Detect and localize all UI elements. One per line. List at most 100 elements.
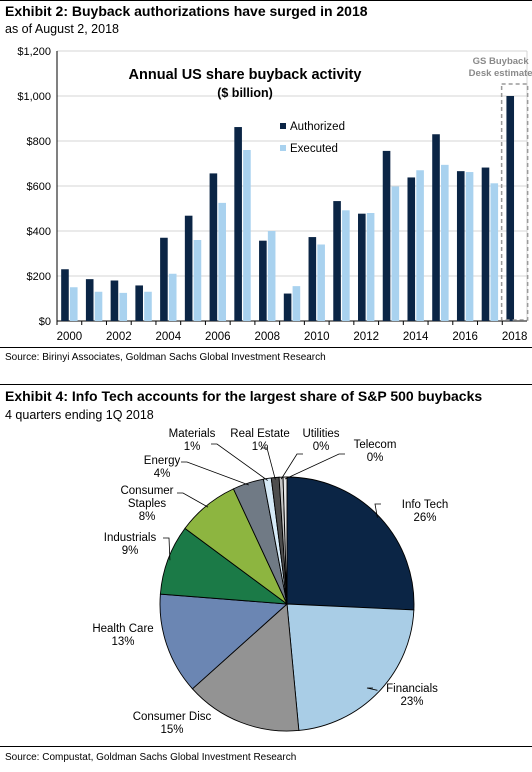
bar-executed: [144, 291, 152, 321]
exhibit-4-top-rule: [0, 384, 532, 385]
pie-label-utilities: Utilities: [302, 428, 339, 440]
exhibit-4-panel: Exhibit 4: Info Tech accounts for the la…: [0, 384, 532, 772]
bar-executed: [317, 244, 325, 321]
bar-authorized: [160, 237, 168, 321]
pie-value-utilities: 0%: [313, 441, 330, 453]
legend-swatch-authorized: [280, 123, 286, 129]
bar-authorized: [407, 177, 416, 321]
bar-authorized: [358, 213, 366, 321]
bar-chart-subtitle: ($ billion): [217, 86, 273, 100]
pie-label-materials: Materials: [169, 428, 216, 440]
bar-executed: [292, 286, 301, 321]
bar-executed: [391, 186, 400, 321]
legend-label-authorized: Authorized: [290, 121, 345, 133]
leader-line: [261, 447, 276, 480]
bar-authorized: [184, 215, 193, 321]
exhibit-2-panel: Exhibit 2: Buyback authorizations have s…: [0, 0, 532, 372]
bar-executed: [168, 273, 177, 321]
bar-authorized: [432, 134, 440, 321]
estimate-label-line-1: GS Buyback: [473, 56, 530, 67]
bar-authorized: [333, 201, 341, 321]
bar-authorized: [135, 285, 143, 321]
leader-line: [366, 687, 378, 691]
source-rule-2: [0, 746, 532, 747]
pie-value-materials: 1%: [184, 441, 201, 453]
pie-label-info-tech: Info Tech: [402, 499, 448, 511]
bar-executed: [465, 172, 474, 321]
x-tick-label: 2014: [403, 331, 429, 340]
bar-authorized: [382, 150, 391, 321]
x-tick-label: 2006: [205, 331, 231, 340]
bar-executed: [366, 213, 375, 321]
leader-line: [177, 492, 209, 508]
exhibit-4-source: Source: Compustat, Goldman Sachs Global …: [5, 752, 297, 763]
y-tick-label: $0: [39, 316, 51, 328]
pie-value-info-tech: 26%: [413, 512, 436, 524]
pie-value-financials: 23%: [400, 696, 423, 708]
bar-executed: [441, 164, 449, 321]
estimate-label-line-2: Desk estimate: [469, 68, 532, 79]
x-tick-label: 2002: [106, 331, 132, 340]
exhibit-4-subtitle: 4 quarters ending 1Q 2018: [5, 408, 154, 422]
pie-label-industrials: Industrials: [104, 532, 157, 544]
leader-line: [211, 443, 268, 481]
bar-executed: [69, 287, 78, 321]
bar-authorized: [110, 280, 119, 321]
bar-authorized: [61, 269, 69, 321]
pie-label-financials: Financials: [386, 683, 438, 695]
leader-line: [181, 461, 249, 486]
source-rule-1: [0, 347, 532, 348]
bar-executed: [267, 231, 276, 321]
bar-authorized: [234, 127, 242, 321]
bar-authorized: [308, 237, 317, 321]
leader-line: [280, 453, 303, 480]
bar-authorized: [85, 279, 94, 321]
legend-label-executed: Executed: [290, 143, 338, 155]
pie-label-telecom: Telecom: [354, 439, 397, 451]
y-tick-label: $1,200: [17, 46, 51, 58]
pie-value-consumer-staples: 8%: [139, 511, 156, 523]
bar-executed: [243, 150, 251, 321]
bar-executed: [193, 240, 202, 321]
pie-slice-health-care: [159, 593, 289, 690]
x-tick-label: 2000: [57, 331, 83, 340]
bar-chart-title: Annual US share buyback activity: [129, 67, 362, 83]
y-tick-label: $1,000: [17, 91, 51, 103]
pie-value-consumer-disc: 15%: [160, 724, 183, 736]
pie-slice-financials: [286, 603, 415, 731]
y-tick-label: $800: [27, 136, 51, 148]
bar-authorized: [506, 96, 515, 321]
bar-authorized: [481, 167, 490, 321]
bar-authorized: [456, 171, 465, 321]
x-tick-label: 2008: [254, 331, 280, 340]
pie-slice-telecom: [282, 476, 288, 605]
bar-authorized: [259, 240, 267, 321]
bar-executed: [416, 170, 424, 321]
x-tick-label: 2012: [353, 331, 379, 340]
pie-label-health-care: Health Care: [92, 623, 153, 635]
pie-label-energy: Energy: [144, 455, 181, 467]
bar-executed: [342, 210, 350, 321]
x-tick-label: 2016: [452, 331, 478, 340]
exhibit-2-source: Source: Birinyi Associates, Goldman Sach…: [5, 352, 326, 363]
estimate-box: [500, 83, 529, 321]
leader-line: [374, 503, 381, 518]
y-tick-label: $400: [27, 226, 51, 238]
bar-authorized: [209, 173, 218, 321]
y-tick-label: $200: [27, 271, 51, 283]
leader-line: [284, 453, 345, 480]
exhibit-4-title: Exhibit 4: Info Tech accounts for the la…: [5, 388, 483, 404]
bar-chart: $0 $200 $400 $600 $800 $1,000 $1,200 2000 2002 2…: [17, 46, 532, 340]
pie-label-real-estate: Real Estate: [230, 428, 289, 440]
pie-value-industrials: 9%: [122, 545, 139, 557]
leader-line: [163, 537, 171, 561]
pie-value-health-care: 13%: [111, 636, 134, 648]
bar-executed: [94, 291, 103, 321]
bar-executed: [218, 202, 226, 321]
pie-value-real-estate: 1%: [252, 441, 269, 453]
pie-value-telecom: 0%: [367, 452, 384, 464]
x-tick-label: 2018: [502, 331, 528, 340]
bar-executed: [119, 292, 128, 321]
pie-label-consumer-staples: Consumer: [120, 485, 173, 497]
